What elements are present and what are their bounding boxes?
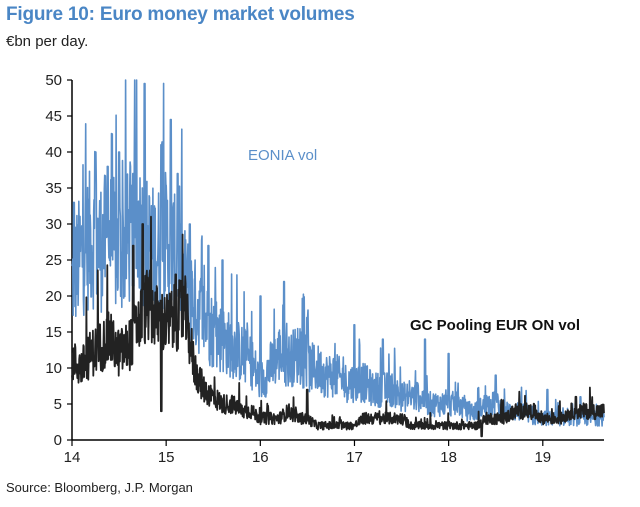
y-tick-label: 5	[54, 396, 62, 413]
y-tick-label: 15	[45, 324, 62, 341]
x-tick-label: 19	[534, 449, 551, 466]
source-note: Source: Bloomberg, J.P. Morgan	[6, 480, 193, 495]
x-tick-label: 18	[440, 449, 457, 466]
chart-subtitle: €bn per day.	[6, 33, 89, 50]
y-tick-label: 30	[45, 216, 62, 233]
series-line-gc-pooling	[71, 215, 605, 438]
chart-title: Figure 10: Euro money market volumes	[6, 4, 355, 25]
y-tick-label: 35	[45, 180, 62, 197]
y-tick-label: 40	[45, 144, 62, 161]
x-axis: 14 15 16 17 18 19	[64, 439, 604, 466]
plot-lines	[71, 79, 605, 438]
y-axis: 0 5 10 15 20 25 30 35 40 45 50	[45, 72, 73, 449]
x-tick-label: 16	[252, 449, 269, 466]
y-tick-label: 0	[54, 432, 62, 449]
annotation-eonia: EONIA vol	[248, 147, 317, 164]
y-tick-label: 10	[45, 360, 62, 377]
chart-area: 0 5 10 15 20 25 30 35 40 45 50 14 15 16 17 18 19 EONIA …	[45, 72, 605, 466]
y-tick-label: 25	[45, 252, 62, 269]
y-tick-label: 45	[45, 108, 62, 125]
x-tick-label: 14	[64, 449, 81, 466]
annotation-gc-pooling: GC Pooling EUR ON vol	[410, 317, 580, 334]
x-tick-label: 17	[346, 449, 363, 466]
x-tick-label: 15	[158, 449, 175, 466]
y-tick-label: 50	[45, 72, 62, 89]
y-tick-label: 20	[45, 288, 62, 305]
